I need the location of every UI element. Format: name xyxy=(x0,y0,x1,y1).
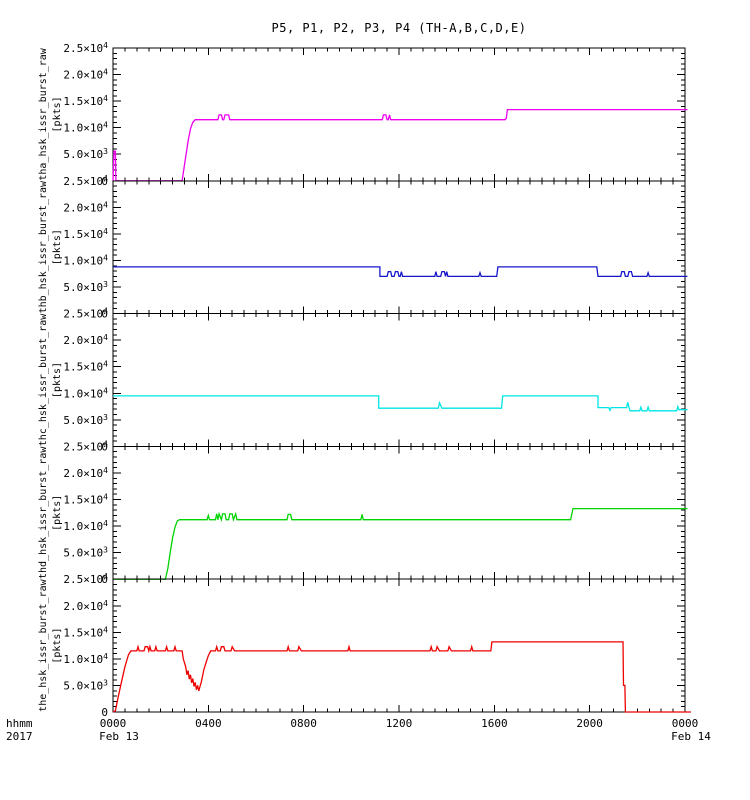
chart-title: P5, P1, P2, P3, P4 (TH-A,B,C,D,E) xyxy=(271,21,527,35)
panel-y-axis-unit: [pkts] xyxy=(52,495,63,531)
y-tick-label: 0 xyxy=(101,706,108,719)
y-tick-label: 1.5×104 xyxy=(63,625,108,639)
x-tick-label: 0800 xyxy=(290,717,317,730)
y-tick-label: 0 xyxy=(101,440,108,453)
x-tick-label: 0000 xyxy=(100,717,127,730)
panel-y-axis-title: thc_hsk_issr_burst_raw xyxy=(38,313,49,446)
y-tick-label: 5.0×103 xyxy=(63,147,108,161)
x-axis-unit-label: hhmm xyxy=(6,717,33,730)
series-line-P3 xyxy=(113,507,688,580)
y-tick-label: 5.0×103 xyxy=(63,678,108,692)
x-tick-label: 0000 xyxy=(672,717,699,730)
y-tick-label: 1.5×104 xyxy=(63,227,108,241)
x-tick-label: 2000 xyxy=(576,717,603,730)
y-tick-label: 5.0×103 xyxy=(63,546,108,560)
panel-frame xyxy=(112,445,686,580)
y-tick-label: 2.5×104 xyxy=(63,41,108,55)
y-tick-label: 2.0×104 xyxy=(63,200,108,214)
y-tick-label: 2.0×104 xyxy=(63,68,108,82)
series-line-P5 xyxy=(112,108,688,182)
series-line-P2 xyxy=(113,395,688,412)
panel-y-axis-unit: [pkts] xyxy=(52,362,63,398)
y-tick-label: 1.0×104 xyxy=(63,386,108,400)
panel-y-axis-unit: [pkts] xyxy=(52,628,63,664)
panel-3: 2.5×104 2.0×104 1.5×104 1.0×104 5.0×103 0 thc_… xyxy=(38,307,688,453)
panel-y-axis-title: thb_hsk_issr_burst_raw xyxy=(38,180,49,313)
x-tick-label: 0400 xyxy=(195,717,222,730)
x-axis-year-label: 2017 xyxy=(6,730,33,743)
x-date-label: Feb 14 xyxy=(671,730,711,743)
panel-2: 2.5×104 2.0×104 1.5×104 1.0×104 5.0×103 0 thb_… xyxy=(38,174,688,321)
y-tick-label: 2.5×104 xyxy=(63,174,108,188)
y-tick-label: 2.0×104 xyxy=(63,599,108,613)
panel-y-axis-unit: [pkts] xyxy=(52,96,63,132)
panel-y-axis-title: thd_hsk_issr_burst_raw xyxy=(38,446,49,579)
y-tick-label: 1.0×104 xyxy=(63,519,108,533)
y-tick-label: 1.5×104 xyxy=(63,360,108,374)
series-line-P1 xyxy=(113,266,688,278)
x-tick-label: 1200 xyxy=(386,717,413,730)
y-tick-label: 1.5×104 xyxy=(63,94,108,108)
y-tick-label: 0 xyxy=(101,308,108,321)
y-tick-label: 2.0×104 xyxy=(63,466,108,480)
panel-4: 2.5×104 2.0×104 1.5×104 1.0×104 5.0×103 0 thd_… xyxy=(38,439,688,586)
panel-y-axis-title: tha_hsk_issr_burst_raw xyxy=(38,47,49,180)
y-tick-label: 2.5×104 xyxy=(63,439,108,453)
panel-frame xyxy=(112,47,686,182)
y-tick-label: 0 xyxy=(101,175,108,188)
y-tick-label: 5.0×103 xyxy=(63,280,108,294)
y-tick-label: 1.0×104 xyxy=(63,121,108,135)
panel-y-axis-unit: [pkts] xyxy=(52,229,63,265)
y-tick-label: 2.5×104 xyxy=(63,307,108,321)
x-date-label: Feb 13 xyxy=(99,730,139,743)
panel-frame xyxy=(112,578,686,713)
y-tick-label: 0 xyxy=(101,573,108,586)
panel-frame xyxy=(112,180,686,315)
y-tick-label: 5.0×103 xyxy=(63,413,108,427)
y-tick-label: 1.0×104 xyxy=(63,253,108,267)
y-tick-label: 2.5×104 xyxy=(63,572,108,586)
panel-frame xyxy=(112,313,686,447)
panel-1: 2.5×104 2.0×104 1.5×104 1.0×104 5.0×103 0 tha_… xyxy=(38,41,688,188)
y-tick-label: 1.0×104 xyxy=(63,652,108,666)
panel-y-axis-title: the_hsk_issr_burst_raw xyxy=(38,578,49,711)
x-tick-label: 1600 xyxy=(481,717,508,730)
y-tick-label: 1.5×104 xyxy=(63,493,108,507)
series-line-P4 xyxy=(112,641,691,713)
panel-5: 2.5×104 2.0×104 1.5×104 1.0×104 5.0×103 0 the_… xyxy=(38,572,691,719)
y-tick-label: 2.0×104 xyxy=(63,333,108,347)
